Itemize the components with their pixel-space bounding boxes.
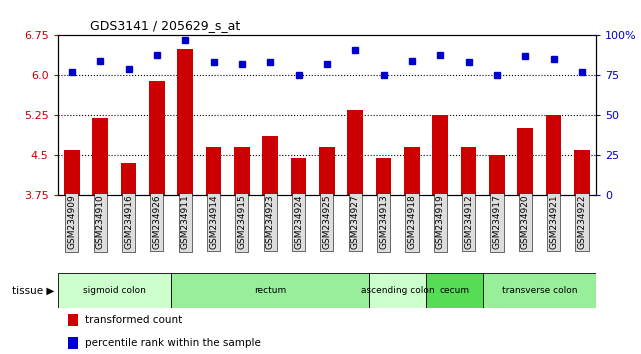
FancyBboxPatch shape bbox=[369, 273, 426, 308]
Text: GSM234911: GSM234911 bbox=[181, 195, 190, 250]
Text: GSM234925: GSM234925 bbox=[322, 195, 331, 249]
Text: percentile rank within the sample: percentile rank within the sample bbox=[85, 338, 260, 348]
Text: tissue ▶: tissue ▶ bbox=[12, 285, 54, 295]
FancyBboxPatch shape bbox=[483, 273, 596, 308]
Text: GSM234920: GSM234920 bbox=[520, 195, 529, 249]
Bar bbox=[149, 80, 165, 195]
Bar bbox=[69, 337, 78, 349]
Bar bbox=[234, 147, 250, 195]
Text: GSM234917: GSM234917 bbox=[492, 195, 501, 250]
Text: transformed count: transformed count bbox=[85, 315, 182, 325]
Bar bbox=[69, 314, 78, 326]
FancyBboxPatch shape bbox=[171, 273, 369, 308]
Bar bbox=[206, 147, 221, 195]
Text: GSM234916: GSM234916 bbox=[124, 195, 133, 250]
Text: GSM234914: GSM234914 bbox=[209, 195, 218, 249]
Text: GSM234927: GSM234927 bbox=[351, 195, 360, 249]
Bar bbox=[404, 147, 420, 195]
Bar bbox=[319, 147, 335, 195]
Bar bbox=[517, 128, 533, 195]
Text: rectum: rectum bbox=[254, 286, 287, 295]
FancyBboxPatch shape bbox=[58, 273, 171, 308]
Bar bbox=[489, 155, 504, 195]
Bar bbox=[376, 158, 392, 195]
Text: GSM234915: GSM234915 bbox=[237, 195, 246, 250]
Text: GSM234921: GSM234921 bbox=[549, 195, 558, 249]
FancyBboxPatch shape bbox=[426, 273, 483, 308]
Text: GDS3141 / 205629_s_at: GDS3141 / 205629_s_at bbox=[90, 19, 240, 32]
Text: GSM234909: GSM234909 bbox=[67, 195, 76, 250]
Text: transverse colon: transverse colon bbox=[502, 286, 577, 295]
Text: GSM234924: GSM234924 bbox=[294, 195, 303, 249]
Bar bbox=[347, 110, 363, 195]
Text: cecum: cecum bbox=[439, 286, 469, 295]
Text: GSM234918: GSM234918 bbox=[408, 195, 417, 250]
Bar bbox=[574, 149, 590, 195]
Text: GSM234926: GSM234926 bbox=[153, 195, 162, 249]
Bar bbox=[291, 158, 306, 195]
Text: ascending colon: ascending colon bbox=[361, 286, 435, 295]
Bar bbox=[262, 136, 278, 195]
Bar bbox=[64, 149, 79, 195]
Text: GSM234912: GSM234912 bbox=[464, 195, 473, 249]
Bar bbox=[178, 48, 193, 195]
Bar bbox=[92, 118, 108, 195]
Text: GSM234922: GSM234922 bbox=[578, 195, 587, 249]
Text: sigmoid colon: sigmoid colon bbox=[83, 286, 146, 295]
Bar bbox=[546, 115, 562, 195]
Bar bbox=[461, 147, 476, 195]
Text: GSM234913: GSM234913 bbox=[379, 195, 388, 250]
Bar bbox=[121, 163, 137, 195]
Text: GSM234923: GSM234923 bbox=[266, 195, 275, 249]
Text: GSM234919: GSM234919 bbox=[436, 195, 445, 250]
Text: GSM234910: GSM234910 bbox=[96, 195, 104, 250]
Bar bbox=[433, 115, 448, 195]
